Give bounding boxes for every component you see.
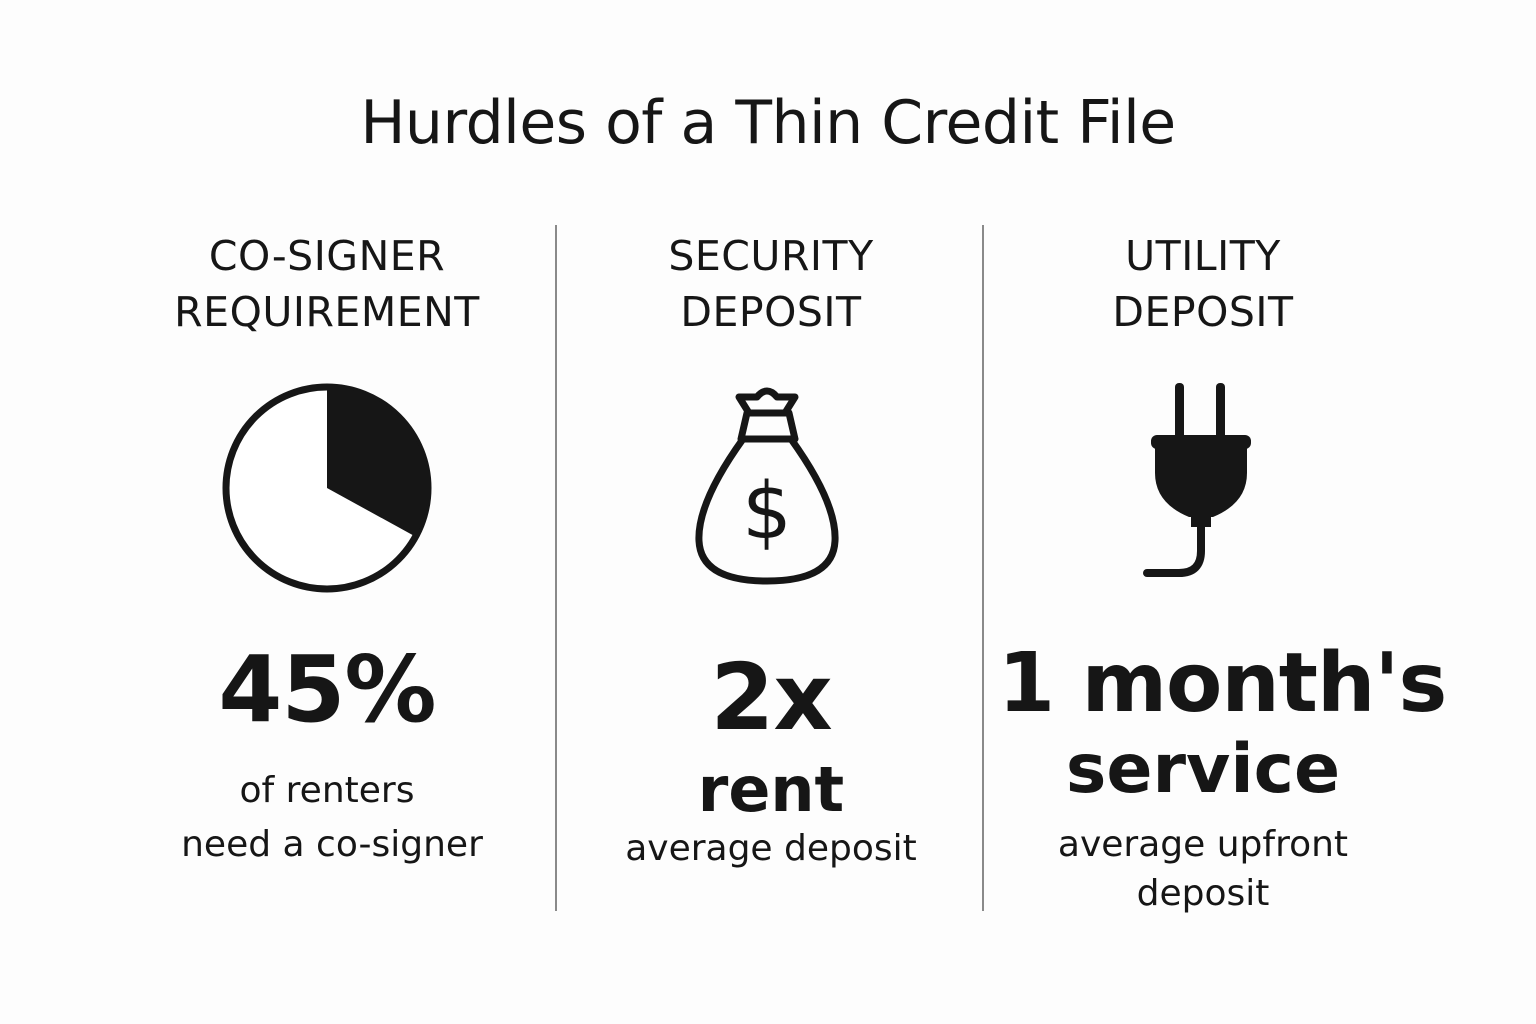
caption-line: average upfront [1057, 824, 1349, 865]
column-heading: CO-SIGNER REQUIREMENT [127, 228, 527, 340]
co-signer-column: CO-SIGNER REQUIREMENT 45% of renters nee… [127, 228, 527, 928]
money-bag-icon: $ [695, 387, 839, 585]
caption-line: average deposit [625, 828, 917, 869]
page-title: Hurdles of a Thin Credit File [360, 88, 1176, 158]
caption-line: need a co-signer [181, 824, 483, 865]
column-heading: UTILITY DEPOSIT [998, 228, 1408, 340]
heading-line: UTILITY [1125, 232, 1281, 280]
stat-unit: service [1065, 730, 1341, 809]
column-heading: SECURITY DEPOSIT [571, 228, 971, 340]
stat-value: 45% [218, 636, 436, 743]
heading-line: DEPOSIT [1112, 288, 1294, 336]
heading-line: DEPOSIT [680, 288, 862, 336]
heading-line: CO-SIGNER [208, 232, 446, 280]
stat-value: 2x [710, 644, 832, 751]
column-divider [982, 225, 984, 911]
security-deposit-column: SECURITY DEPOSIT $ 2x rent average depos… [571, 228, 971, 928]
power-plug-icon [1143, 383, 1251, 577]
pie-chart-icon [222, 383, 432, 593]
heading-line: REQUIREMENT [174, 288, 480, 336]
heading-line: SECURITY [668, 232, 874, 280]
stat-unit: rent [697, 753, 845, 826]
svg-text:$: $ [742, 467, 792, 557]
utility-deposit-column: UTILITY DEPOSIT 1 month's service averag… [998, 228, 1447, 928]
pie-slice [327, 387, 428, 537]
caption-line: of renters [239, 770, 415, 811]
stat-value: 1 month's [998, 636, 1447, 731]
caption-line: deposit [1136, 873, 1270, 914]
column-divider [555, 225, 557, 911]
